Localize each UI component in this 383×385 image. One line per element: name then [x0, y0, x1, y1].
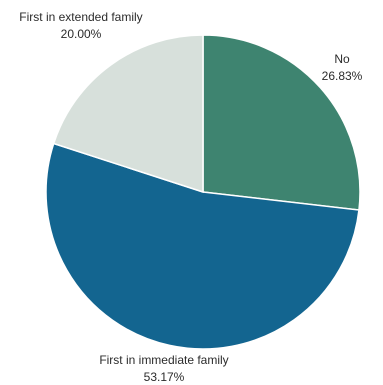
slice-label-value: 26.83% — [322, 69, 363, 83]
slice-label-value: 20.00% — [61, 27, 102, 41]
slice-label-first-in-immediate-family: First in immediate family 53.17% — [99, 353, 228, 384]
slice-label-no: No 26.83% — [322, 52, 363, 83]
slice-label-name: First in extended family — [19, 10, 142, 24]
pie-slice-no — [202, 34, 361, 211]
slice-label-value: 53.17% — [144, 370, 185, 384]
slice-label-first-in-extended-family: First in extended family 20.00% — [19, 10, 142, 41]
slice-label-name: No — [334, 52, 350, 66]
pie-slice-first-in-immediate-family — [45, 142, 360, 350]
pie-slices — [45, 34, 361, 350]
slice-label-name: First in immediate family — [99, 353, 228, 367]
pie-slice-first-in-extended-family — [52, 34, 204, 194]
